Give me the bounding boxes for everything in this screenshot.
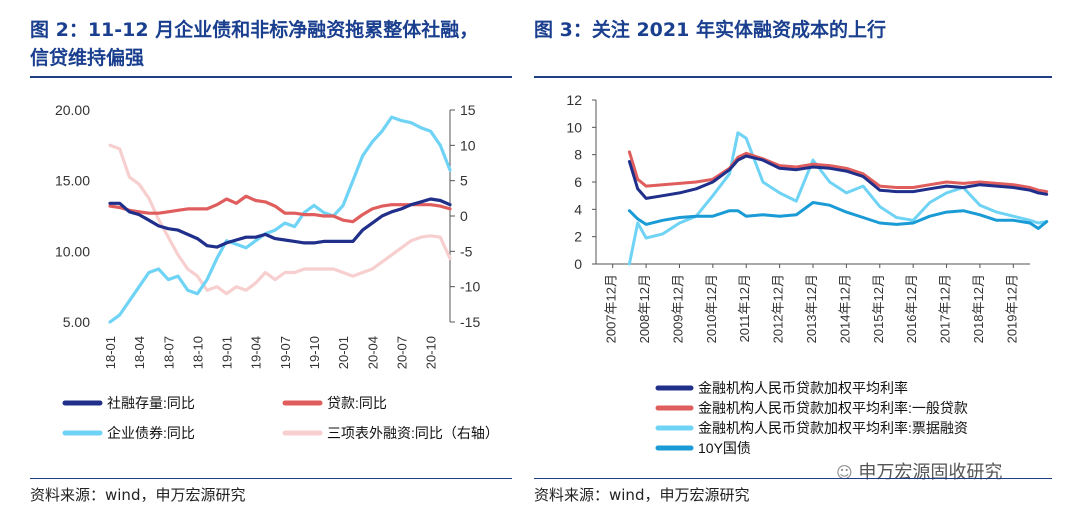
x-tick-label: 18-01 [103,336,118,369]
left-title-line1: 图 2：11-12 月企业债和非标净融资拖累整体社融， [30,19,479,41]
left-y-tick-label: 20.00 [55,102,90,118]
left-source: 资料来源：wind，申万宏源研究 [30,486,246,504]
legend-label: 10Y国债 [698,440,751,456]
left-chart: 5.00 10.00 15.00 20.00 -15 -10 -5 0 5 10 15 18-01 18… [55,102,499,441]
left-source-rule [30,478,512,479]
series-line-3 [108,143,452,296]
right-y-tick-label: -5 [460,243,473,259]
wechat-icon: ☺ [836,463,853,482]
x-tick-label: 2013年12月 [804,274,819,343]
x-tick-label: 20-07 [394,336,409,369]
series-line-0 [627,154,1049,200]
right-chart: 0 2 4 6 8 10 12 2007年12月 2008年12月 2009年12月 2010年12… [566,92,1049,456]
x-tick-label: 2012年12月 [771,274,786,343]
y-tick-label: 4 [574,201,582,217]
x-tick-label: 2009年12月 [670,274,685,343]
legend-label: 金融机构人民币贷款加权平均利率 [698,380,908,396]
legend-label: 金融机构人民币贷款加权平均利率:一般贷款 [698,400,968,416]
x-tick-label: 2017年12月 [938,274,953,343]
right-y-tick-label: -10 [460,279,480,295]
right-axes: 0 2 4 6 8 10 12 2007年12月 2008年12月 2009年12月 2010年12… [566,92,1030,343]
x-tick-label: 20-04 [365,336,380,369]
left-title-rule [30,76,512,78]
right-title: 图 3：关注 2021 年实体融资成本的上行 [534,19,886,41]
series-line-2 [627,131,1049,266]
x-tick-label: 20-01 [336,336,351,369]
x-tick-label: 20-10 [424,336,439,369]
x-tick-label: 18-04 [132,336,147,369]
y-tick-label: 8 [574,147,582,163]
left-y-tick-label: 5.00 [63,314,90,330]
x-tick-label: 2011年12月 [737,274,752,342]
right-source-rule [534,478,1052,479]
right-y-tick-label: 5 [460,173,468,189]
x-tick-label: 19-07 [278,336,293,369]
legend-label: 企业债券:同比 [107,425,195,441]
series-line-3 [627,201,1049,230]
x-tick-label: 19-04 [249,336,264,369]
x-tick-label: 2018年12月 [971,274,986,343]
right-y-tick-label: -15 [460,314,480,330]
left-y-tick-label: 10.00 [55,243,90,259]
series-line-1 [627,150,1049,194]
series-line-0 [108,197,452,249]
x-tick-label: 18-07 [161,336,176,369]
x-tick-label: 18-10 [190,336,205,369]
left-series-group [108,115,452,324]
right-y-tick-label: 15 [460,102,476,118]
x-tick-label: 2016年12月 [904,274,919,343]
x-tick-label: 2014年12月 [837,274,852,343]
y-tick-label: 10 [566,119,582,135]
series-line-1 [108,194,452,224]
legend-label: 社融存量:同比 [107,395,195,411]
x-tick-label: 2007年12月 [604,274,619,343]
legend-label: 金融机构人民币贷款加权平均利率:票据融资 [698,420,968,436]
series-line-2 [108,115,452,324]
y-tick-label: 0 [574,256,582,272]
left-axes: 5.00 10.00 15.00 20.00 -15 -10 -5 0 5 10 15 18-01 18… [55,102,480,369]
left-title-line2: 信贷维持偏强 [30,47,145,69]
legend-label: 三项表外融资:同比（右轴） [327,425,499,441]
y-tick-label: 6 [574,174,582,190]
left-y-tick-label: 15.00 [55,173,90,189]
x-tick-label: 2010年12月 [704,274,719,343]
x-tick-label: 19-01 [220,336,235,369]
right-source: 资料来源：wind，申万宏源研究 [534,486,750,504]
right-legend: 金融机构人民币贷款加权平均利率金融机构人民币贷款加权平均利率:一般贷款金融机构人… [655,380,968,456]
x-tick-label: 2019年12月 [1004,274,1019,343]
y-tick-label: 2 [574,229,582,245]
x-tick-label: 19-10 [307,336,322,369]
watermark-text: 申万宏源固收研究 [858,462,1003,483]
right-y-tick-label: 10 [460,137,476,153]
x-tick-label: 2008年12月 [637,274,652,343]
right-title-rule [534,76,1052,78]
legend-label: 贷款:同比 [327,395,387,411]
watermark: ☺ 申万宏源固收研究 [836,458,1002,484]
x-tick-label: 2015年12月 [871,274,886,343]
right-y-tick-label: 0 [460,208,468,224]
right-series-group [627,131,1049,266]
y-tick-label: 12 [566,92,582,108]
